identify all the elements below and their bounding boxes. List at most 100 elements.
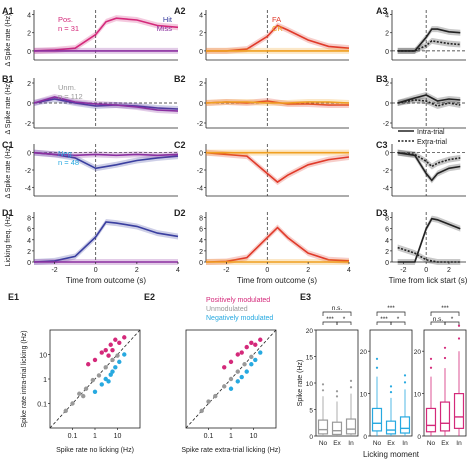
scatter-point [222,384,227,389]
legend-miss: Miss [157,24,173,33]
legend-cr: CR [272,24,283,33]
y-tick-label: 4 [385,13,389,20]
panel-b3 [390,78,466,129]
sig-label: * [451,316,454,323]
scatter-point [117,359,122,365]
box-body [385,420,397,435]
box-outlier [349,386,353,389]
panel-e1 [48,329,141,430]
y-tick-label: 2 [27,249,31,256]
legend-pos-n: n = 31 [58,24,79,33]
x-tick-label: 2 [135,267,139,274]
y-tick-label: 0 [385,260,389,267]
y-axis-label: Δ Spike rate (Hz) [5,14,12,67]
panel-a2 [204,10,350,61]
series-line [397,28,461,52]
scatter-point [222,365,227,370]
scatter-point [235,369,240,374]
scatter-point [213,393,218,399]
panel-label: C3 [376,140,388,150]
scatter-point [103,365,108,370]
panel-label: D2 [174,208,186,218]
scatter-point [83,386,89,391]
series-line [397,99,461,107]
figure-content: 420A1420A2420A320-2B120-2B220-2B30-2-4C1… [2,6,468,459]
scatter-point [228,376,234,382]
scatter-point [110,357,115,363]
y-tick-label: -2 [197,168,203,175]
series-band [34,149,178,159]
y-tick-label: 0 [199,49,203,56]
panel-label: D1 [2,208,14,218]
scatter-point [115,353,120,358]
panel-b2 [204,78,350,129]
sig-label: n.s. [433,316,444,323]
x-axis-label: Time from lick start (s) [389,276,468,285]
scatter-point [110,347,115,353]
y-tick-label: -2 [383,168,389,175]
x-tick-label: 1 [93,433,97,440]
y-tick-label: 6 [199,227,203,234]
y-tick-label: -4 [383,185,389,192]
scatter-point [258,337,263,342]
sig-label: *** [380,316,388,323]
series-line [397,151,461,168]
y-tick-label: 10 [306,381,314,388]
panel-d3 [390,212,466,265]
y-tick-label: 2 [199,81,203,88]
scatter-point [99,350,104,355]
y-tick-label: 15 [306,355,314,362]
scatter-point [77,391,82,396]
scatter-point [249,362,254,367]
series-line [33,221,179,263]
box-outlier [321,389,325,392]
series-band [206,149,349,186]
scatter-point [235,352,240,357]
x-tick-label: In [402,440,408,447]
box-outlier [375,366,379,369]
scatter-point [228,359,234,365]
y-tick-label: 0 [27,49,31,56]
x-axis-label: Spike rate no licking (Hz) [56,447,134,454]
series-line [397,40,461,52]
panel-label: E1 [8,292,19,302]
y-tick-label: 10 [39,353,47,360]
legend-unmod: Unmodulated [206,306,248,313]
panel-a1 [32,10,179,61]
y-tick-label: 2 [27,81,31,88]
sig-label: * [343,316,346,323]
series-line [33,96,179,112]
scatter-point [228,386,234,391]
sig-label: *** [387,305,395,312]
y-tick-label: 8 [27,216,31,223]
scatter-point [70,401,75,406]
x-tick-label: 10 [250,433,258,440]
panel-c1 [32,144,179,197]
y-tick-label: 6 [385,227,389,234]
legend-hit: Hit [163,15,173,24]
scatter-point [96,373,102,378]
y-axis-label: Spike rate (Hz) [297,360,304,407]
y-tick-label: 0 [27,151,31,158]
box-outlier [443,346,447,349]
box-outlier [349,379,353,382]
x-tick-label: 0 [94,267,98,274]
unity-line [49,329,141,429]
y-tick-label: 8 [385,216,389,223]
series-band [397,26,461,54]
legend-unm: Unm. [58,83,76,92]
y-tick-label: -2 [197,121,203,128]
legend-neg: Neg. [58,149,74,158]
box-outlier [457,324,461,327]
y-axis-label: Δ Spike rate (Hz) [5,82,12,135]
x-tick-label: No [319,440,328,447]
panel-label: B3 [376,74,388,84]
panel-c2 [204,144,350,197]
panel-label: C2 [174,140,186,150]
sig-bracket [376,311,406,316]
series-line [33,17,179,52]
box-outlier [403,374,407,377]
box-body [425,407,437,433]
scatter-point [106,353,111,358]
